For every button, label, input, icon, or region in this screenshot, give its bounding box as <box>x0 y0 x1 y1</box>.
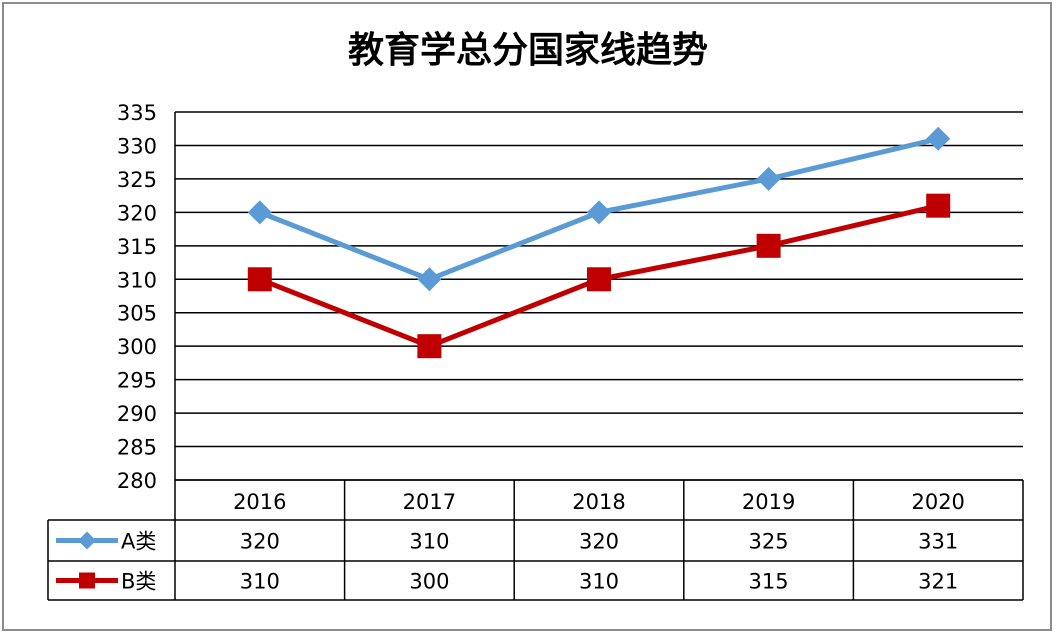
y-tick-label: 305 <box>117 302 157 326</box>
y-tick-label: 310 <box>117 268 157 292</box>
data-point-diamond <box>926 126 951 151</box>
x-category-label: 2018 <box>572 490 625 514</box>
x-category-label: 2017 <box>403 490 456 514</box>
chart-title: 教育学总分国家线趋势 <box>348 29 708 71</box>
y-tick-label: 300 <box>117 335 157 359</box>
table-value: 310 <box>240 570 280 594</box>
data-table: 2016 2017 2018 2019 2020 A类 320 310 320 325 331 B类 3… <box>47 479 1024 601</box>
y-tick-label: 290 <box>117 402 157 426</box>
table-value: 310 <box>579 570 619 594</box>
table-value: 320 <box>579 530 619 554</box>
y-tick-label: 320 <box>117 201 157 225</box>
chart-frame <box>2 2 1052 631</box>
table-value: 310 <box>409 530 449 554</box>
data-point-square <box>926 193 951 218</box>
x-category-label: 2020 <box>911 490 964 514</box>
y-tick-label: 285 <box>117 436 157 460</box>
data-point-diamond <box>756 166 781 191</box>
legend-diamond-marker <box>78 531 96 550</box>
data-point-square <box>587 267 611 292</box>
table-value: 325 <box>749 530 789 554</box>
y-tick-label: 280 <box>117 469 157 493</box>
data-point-diamond <box>587 200 611 225</box>
y-tick-label: 325 <box>117 168 157 192</box>
table-value: 315 <box>749 570 789 594</box>
gridlines <box>174 111 1023 481</box>
table-value: 331 <box>918 530 958 554</box>
table-value: 320 <box>240 530 280 554</box>
table-value: 300 <box>409 570 449 594</box>
legend-label: A类 <box>121 530 156 554</box>
data-point-diamond <box>417 267 442 292</box>
data-point-square <box>417 334 442 359</box>
y-axis-ticks: 335 330 325 320 315 310 305 300 295 290 285 280 <box>117 101 157 493</box>
y-tick-label: 295 <box>117 369 157 393</box>
y-tick-label: 315 <box>117 235 157 259</box>
y-tick-label: 335 <box>117 101 157 125</box>
table-value: 321 <box>918 570 958 594</box>
y-tick-label: 330 <box>117 134 157 158</box>
data-point-square <box>756 233 781 258</box>
x-category-label: 2019 <box>742 490 795 514</box>
data-point-diamond <box>247 200 272 225</box>
x-category-label: 2016 <box>233 490 286 514</box>
series-lines <box>247 126 951 359</box>
legend-square-marker <box>79 572 95 589</box>
data-point-square <box>247 267 272 292</box>
legend-label: B类 <box>121 570 156 594</box>
